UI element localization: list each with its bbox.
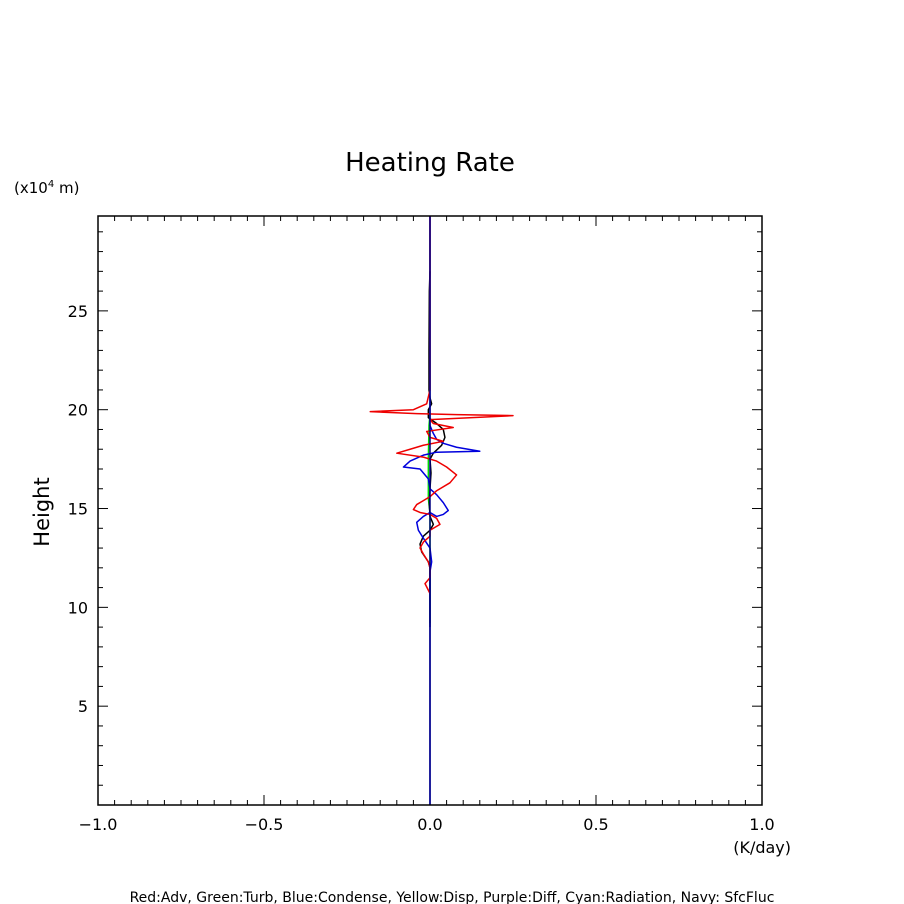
series-line-blue-condense <box>402 216 481 805</box>
x-tick-label: −1.0 <box>79 815 118 834</box>
y-axis-label: Height <box>30 477 54 546</box>
y-tick-labels: 5 10 15 20 25 <box>68 302 88 716</box>
y-tick-label: 25 <box>68 302 88 321</box>
x-axis-label: (K/day) <box>733 838 791 857</box>
axis-ticks <box>97 216 763 805</box>
y-tick-label: 5 <box>78 697 88 716</box>
series-line-red-adv <box>369 216 514 594</box>
x-tick-label: 1.0 <box>749 815 774 834</box>
series-line-black <box>419 271 446 628</box>
y-tick-label: 15 <box>68 500 88 519</box>
y-tick-label: 20 <box>68 401 88 420</box>
y-units-label: (x104 m) <box>14 179 79 197</box>
x-tick-label: 0.5 <box>583 815 608 834</box>
x-tick-label: 0.0 <box>417 815 442 834</box>
x-tick-label: −0.5 <box>245 815 284 834</box>
legend-text: Red:Adv, Green:Turb, Blue:Condense, Yell… <box>130 890 775 904</box>
x-tick-labels: −1.0 −0.5 0.0 0.5 1.0 <box>79 815 775 834</box>
chart-title: Heating Rate <box>345 148 515 178</box>
y-tick-label: 10 <box>68 598 88 617</box>
series-lines <box>369 216 514 805</box>
plot-frame <box>97 215 763 806</box>
